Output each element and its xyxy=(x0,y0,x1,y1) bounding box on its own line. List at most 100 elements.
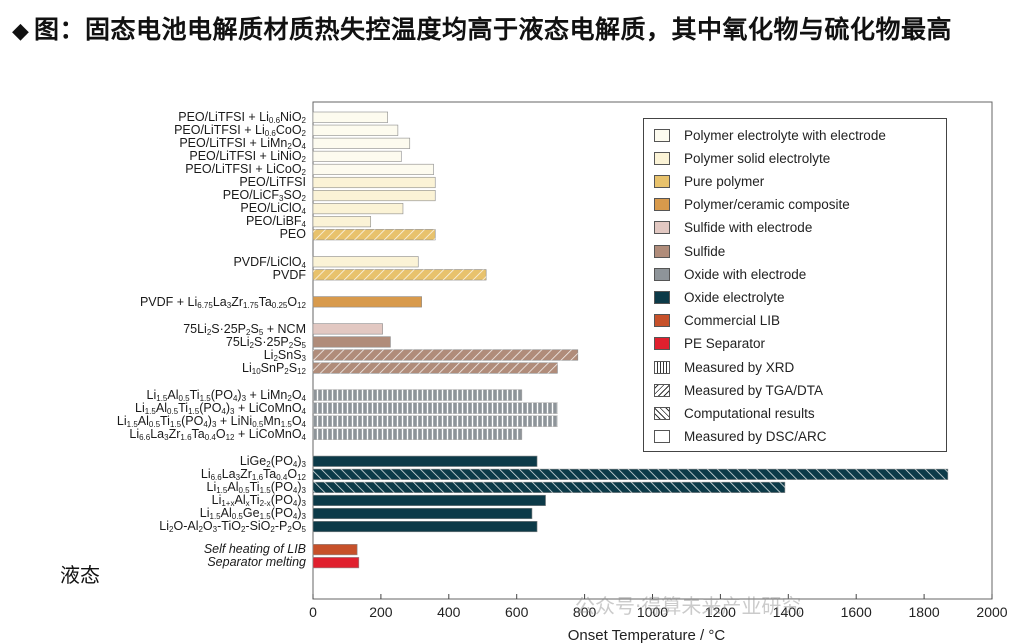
legend-swatch-lib xyxy=(654,314,670,328)
legend-label-comp: Computational results xyxy=(684,405,815,421)
legend-label-tga: Measured by TGA/DTA xyxy=(684,382,824,398)
legend-label-poly_elec: Polymer electrolyte with electrode xyxy=(684,127,886,143)
bar-pattern-11 xyxy=(313,269,487,281)
bar-pattern-16 xyxy=(313,362,558,374)
legend-item-comp: Computational results xyxy=(654,404,815,422)
legend-swatch-poly_solid xyxy=(654,151,670,165)
x-tick-label-5: 1000 xyxy=(637,604,668,620)
bar-label-24: Li1+xAlxTi2-x(PO4)3 xyxy=(211,493,306,509)
legend-item-lib: Commercial LIB xyxy=(654,312,780,330)
watermark: 公众号·得算未来产业研究 xyxy=(575,590,801,619)
bar-label-23: Li1.5Al0.5Ti1.5(PO4)3 xyxy=(206,480,307,496)
bar-12 xyxy=(312,296,422,308)
headline: ◆ 图：固态电池电解质材质热失控温度均高于液态电解质，其中氧化物与硫化物最高 xyxy=(12,12,1002,49)
chart-legend: Polymer electrolyte with electrode Polyme… xyxy=(643,118,947,452)
legend-swatch-pure_poly xyxy=(654,174,670,188)
legend-item-poly_ceramic: Polymer/ceramic composite xyxy=(654,196,850,214)
group-box-liquid: 液态 xyxy=(23,546,137,601)
legend-swatch-sulf xyxy=(654,244,670,258)
bar-27 xyxy=(312,544,358,556)
bar-label-22: Li6.6La3Zr1.6Ta0.4O12 xyxy=(200,467,306,483)
legend-item-poly_elec: Polymer electrolyte with electrode xyxy=(654,126,886,144)
x-tick-label-4: 800 xyxy=(573,604,597,620)
bar-5 xyxy=(312,176,436,189)
bar-pattern-23 xyxy=(313,482,785,493)
group-label-liquid: 液态 xyxy=(60,563,100,587)
bar-labels: PEO/LiTFSI + Li0.6NiO2 PEO/LiTFSI + Li0.6… xyxy=(0,0,306,643)
bar-label-11: PVDF xyxy=(272,267,306,282)
bar-label-1: PEO/LiTFSI + Li0.6CoO2 xyxy=(174,123,306,139)
bar-28 xyxy=(312,557,360,569)
bar-0 xyxy=(312,111,388,123)
legend-item-oxide: Oxide electrolyte xyxy=(654,288,785,306)
legend-item-tga: Measured by TGA/DTA xyxy=(654,381,823,399)
bar-2 xyxy=(312,137,411,149)
legend-swatch-dsc xyxy=(654,430,670,444)
x-tick-label-7: 1400 xyxy=(773,604,804,620)
group-label-sulfide: 硫化物 xyxy=(50,348,110,372)
x-tick-label-1: 200 xyxy=(369,604,393,620)
bar-14 xyxy=(312,336,391,348)
legend-swatch-oxide xyxy=(654,290,670,304)
legend-label-oxide_elec: Oxide with electrode xyxy=(684,266,807,282)
legend-label-sulf: Sulfide xyxy=(684,243,726,259)
legend-item-sulf: Sulfide xyxy=(654,242,725,260)
legend-label-poly_ceramic: Polymer/ceramic composite xyxy=(684,197,850,213)
legend-item-pure_poly: Pure polymer xyxy=(654,172,764,190)
legend-label-lib: Commercial LIB xyxy=(684,313,781,329)
bar-label-28: Separator melting xyxy=(207,555,306,570)
bar-label-27: Self heating of LIB xyxy=(203,542,306,557)
bar-label-17: Li1.5Al0.5Ti1.5(PO4)3 + LiMn2O4 xyxy=(146,387,306,403)
legend-swatch-poly_ceramic xyxy=(654,198,670,212)
bar-label-5: PEO/LiTFSI xyxy=(239,175,306,190)
bar-10 xyxy=(312,256,419,268)
x-axis-label: Onset Temperature / °C xyxy=(568,627,726,643)
legend-swatch-tga xyxy=(654,383,670,397)
bar-7 xyxy=(312,203,404,215)
bar-6 xyxy=(312,190,436,202)
legend-label-xrd: Measured by XRD xyxy=(684,359,795,375)
group-box-polymer: 聚合物 xyxy=(23,93,137,323)
legend-label-pure_poly: Pure polymer xyxy=(684,173,765,189)
bar-pattern-17 xyxy=(313,389,522,401)
bar-13 xyxy=(312,323,383,335)
legend-item-sulf_elec: Sulfide with electrode xyxy=(654,219,812,237)
bar-label-15: Li2SnS3 xyxy=(263,347,306,363)
bar-pattern-15 xyxy=(313,349,578,361)
bar-8 xyxy=(312,216,372,228)
bar-pattern-18 xyxy=(313,402,558,414)
legend-label-poly_solid: Polymer solid electrolyte xyxy=(684,150,831,166)
legend-item-pe: PE Separator xyxy=(654,335,765,353)
legend-swatch-sulf_elec xyxy=(654,221,670,235)
bar-3 xyxy=(312,150,402,162)
legend-swatch-xrd xyxy=(654,360,670,374)
bar-25 xyxy=(312,507,533,520)
watermark-text: 公众号·得算未来产业研究 xyxy=(575,594,802,618)
legend-item-dsc: Measured by DSC/ARC xyxy=(654,428,827,446)
x-tick-label-9: 1800 xyxy=(909,604,940,620)
x-tick-label-6: 1200 xyxy=(705,604,736,620)
group-label-oxide: 氧化物 xyxy=(50,455,110,480)
bar-label-18: Li1.5Al0.5Ti1.5(PO4)3 + LiCoMnO4 xyxy=(135,400,306,416)
bar-pattern-20 xyxy=(313,429,522,440)
bar-label-2: PEO/LiTFSI + LiMn2O4 xyxy=(179,136,306,152)
bar-label-14: 75Li2S·25P2S5 xyxy=(225,334,306,350)
bar-label-4: PEO/LiTFSI + LiCoO2 xyxy=(185,162,306,178)
legend-item-poly_solid: Polymer solid electrolyte xyxy=(654,149,830,167)
bar-label-19: Li1.5Al0.5Ti1.5(PO4)3 + LiNi0.5Mn1.5O4 xyxy=(116,413,306,429)
bar-pattern-22 xyxy=(313,469,948,480)
bar-label-21: LiGe2(PO4)3 xyxy=(239,454,306,470)
legend-swatch-comp xyxy=(654,406,670,420)
legend-item-xrd: Measured by XRD xyxy=(654,358,794,376)
x-tick-label-0: 0 xyxy=(309,604,317,620)
legend-swatch-pe xyxy=(654,337,670,351)
bar-26 xyxy=(312,520,538,533)
bar-label-25: Li1.5Al0.5Ge1.5(PO4)3 xyxy=(199,506,306,522)
bar-label-13: 75Li2S·25P2S5 + NCM xyxy=(183,321,306,337)
headline-text: 图：固态电池电解质材质热失控温度均高于液态电解质，其中氧化物与硫化物最高 xyxy=(34,15,953,44)
x-tick-label-3: 600 xyxy=(505,604,529,620)
x-tick-label-2: 400 xyxy=(437,604,461,620)
legend-label-sulf_elec: Sulfide with electrode xyxy=(684,220,813,236)
bar-label-9: PEO xyxy=(279,227,306,242)
